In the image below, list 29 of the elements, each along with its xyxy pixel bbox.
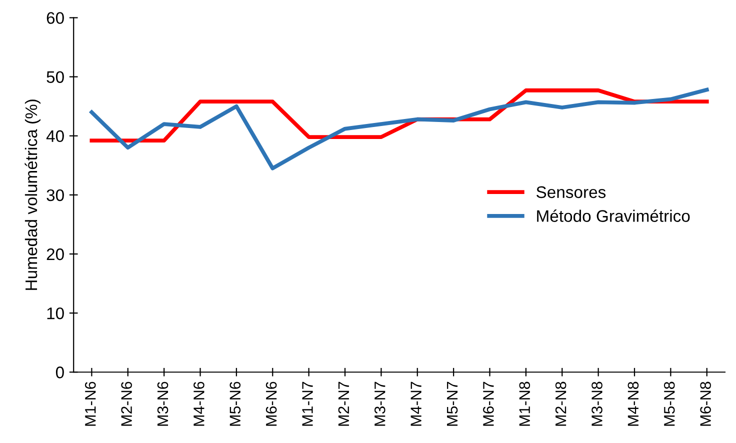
x-tick-label: M1-N7 (302, 382, 313, 426)
x-tick-label: M4-N7 (410, 382, 422, 426)
y-tick-label: 50 (46, 71, 64, 83)
x-tick-label: M1-N6 (84, 382, 96, 426)
x-tick-label: M6-N6 (266, 382, 277, 426)
line-series (90, 88, 709, 170)
y-axis-title: Humedad volumétrica (%) (24, 100, 40, 290)
y-tick-label: 10 (47, 307, 64, 320)
x-tick-label: M5-N8 (664, 382, 675, 426)
x-tick-label: M2-N8 (555, 382, 566, 426)
x-tick-label: M3-N6 (157, 382, 168, 426)
x-tick-label: M3-N8 (592, 382, 602, 426)
x-tick-label: M3-N7 (374, 382, 386, 426)
x-tick-label: M6-N7 (483, 382, 494, 426)
y-tick-label: 0 (56, 366, 64, 378)
x-tick-label: M4-N6 (194, 382, 204, 426)
x-tick-label: M5-N6 (230, 382, 241, 426)
legend-label: Sensores (536, 186, 606, 198)
x-tick-label: M4-N8 (628, 382, 639, 426)
x-tick-label: M2-N6 (121, 382, 132, 426)
legend-label: Método Gravimétrico (537, 210, 690, 222)
x-tick-label: M2-N7 (338, 382, 349, 426)
y-tick-label: 30 (46, 189, 64, 202)
x-tick-label: M1-N8 (519, 382, 530, 426)
y-tick-label: 20 (46, 248, 64, 260)
y-tick-label: 60 (46, 12, 64, 24)
x-tick-label: M6-N8 (700, 382, 711, 426)
y-tick-label: 40 (46, 130, 64, 142)
x-tick-label: M5-N7 (447, 382, 458, 426)
